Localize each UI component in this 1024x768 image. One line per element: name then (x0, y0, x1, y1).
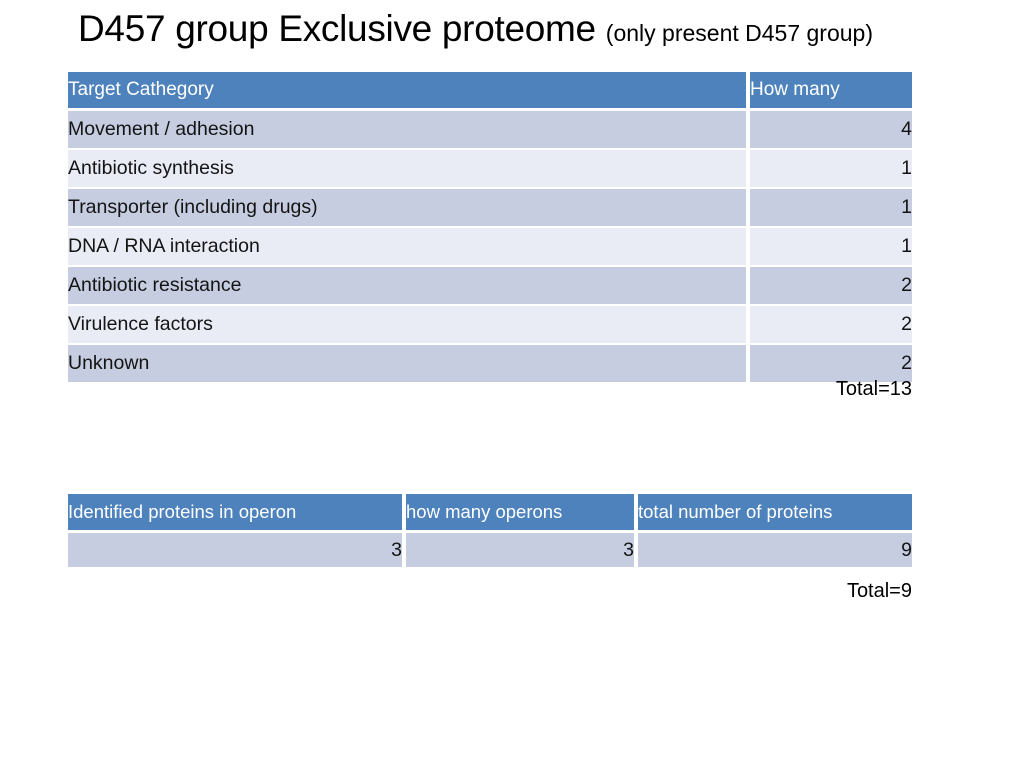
cell-column-gap (746, 150, 750, 187)
table-row: Movement / adhesion 4 (68, 111, 912, 148)
cell-category-label: Unknown (68, 345, 746, 382)
column-header-how-many[interactable]: How many (750, 72, 912, 108)
cell-category-count: 1 (750, 189, 912, 226)
total-categories-label: Total=13 (835, 378, 912, 400)
cell-column-gap (746, 189, 750, 226)
table-header-row: Target Cathegory How many (68, 72, 912, 108)
page-title-subtitle: (only present D457 group) (605, 20, 874, 46)
header-column-gap (402, 494, 406, 530)
cell-column-gap (746, 306, 750, 343)
cell-category-count: 2 (750, 267, 912, 304)
total-operons-label: Total=9 (846, 580, 912, 602)
cell-category-count: 1 (750, 150, 912, 187)
row-separator (68, 265, 912, 267)
row-separator (68, 226, 912, 228)
header-column-gap (746, 72, 750, 108)
page-title-main: D457 group Exclusive proteome (78, 8, 606, 49)
table-row: 3 3 9 (68, 533, 912, 567)
cell-column-gap (746, 267, 750, 304)
cell-category-label: Movement / adhesion (68, 111, 746, 148)
row-separator (68, 187, 912, 189)
table-row: DNA / RNA interaction 1 (68, 228, 912, 265)
column-header-target-cathegory[interactable]: Target Cathegory (68, 72, 746, 108)
row-separator (68, 148, 912, 150)
table-row: Antibiotic synthesis 1 (68, 150, 912, 187)
operon-summary-table: Identified proteins in operon how many o… (68, 494, 912, 567)
cell-how-many-operons: 3 (406, 533, 634, 567)
column-header-identified-proteins-in-operon[interactable]: Identified proteins in operon (68, 494, 402, 530)
table-row: Transporter (including drugs) 1 (68, 189, 912, 226)
cell-column-gap (402, 533, 406, 567)
cell-category-label: Transporter (including drugs) (68, 189, 746, 226)
cell-column-gap (634, 533, 638, 567)
column-header-how-many-operons[interactable]: how many operons (406, 494, 634, 530)
cell-column-gap (746, 228, 750, 265)
row-separator (68, 343, 912, 345)
page-title: D457 group Exclusive proteome (only pres… (78, 6, 978, 56)
cell-category-label: Virulence factors (68, 306, 746, 343)
header-column-gap (634, 494, 638, 530)
column-header-total-number-of-proteins[interactable]: total number of proteins (638, 494, 912, 530)
table-row: Unknown 2 (68, 345, 912, 382)
cell-column-gap (746, 345, 750, 382)
header-separator (68, 530, 912, 533)
cell-column-gap (746, 111, 750, 148)
table-row: Virulence factors 2 (68, 306, 912, 343)
table-header-row: Identified proteins in operon how many o… (68, 494, 912, 530)
cell-category-label: DNA / RNA interaction (68, 228, 746, 265)
target-category-table: Target Cathegory How many Movement / adh… (68, 72, 912, 382)
cell-identified-proteins: 3 (68, 533, 402, 567)
cell-category-label: Antibiotic synthesis (68, 150, 746, 187)
cell-category-count: 1 (750, 228, 912, 265)
cell-category-label: Antibiotic resistance (68, 267, 746, 304)
cell-category-count: 2 (750, 345, 912, 382)
cell-category-count: 2 (750, 306, 912, 343)
cell-category-count: 4 (750, 111, 912, 148)
cell-total-proteins: 9 (638, 533, 912, 567)
header-separator (68, 108, 912, 111)
row-separator (68, 304, 912, 306)
table-row: Antibiotic resistance 2 (68, 267, 912, 304)
